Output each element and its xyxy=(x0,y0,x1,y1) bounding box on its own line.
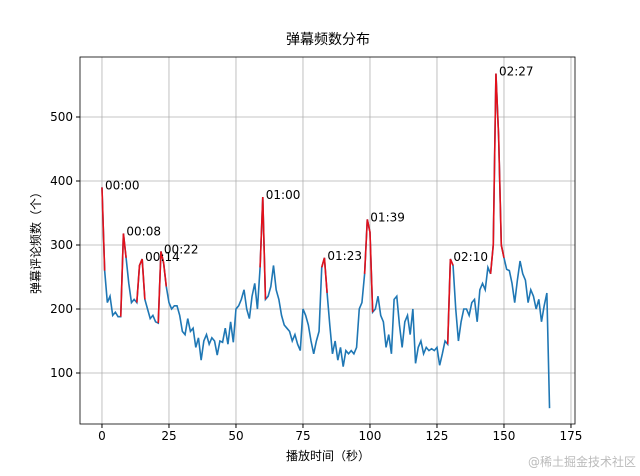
x-axis-label: 播放时间（秒） xyxy=(286,448,370,463)
x-tick-label: 150 xyxy=(493,429,516,443)
annotation: 00:22 xyxy=(164,242,199,256)
y-tick-label: 300 xyxy=(50,238,73,252)
x-tick-label: 50 xyxy=(228,429,243,443)
annotation: 02:27 xyxy=(499,64,534,78)
plot-frame xyxy=(79,56,576,425)
x-tick-label: 0 xyxy=(98,429,106,443)
x-tick-label: 25 xyxy=(161,429,176,443)
x-tick-label: 100 xyxy=(359,429,382,443)
chart-title: 弹幕频数分布 xyxy=(286,32,370,48)
y-tick-label: 400 xyxy=(50,174,73,188)
annotation: 00:08 xyxy=(126,224,161,238)
annotation: 01:23 xyxy=(327,249,362,263)
y-axis-label: 弹幕评论频数（个） xyxy=(28,186,43,294)
annotation: 00:14 xyxy=(145,250,180,264)
y-tick-label: 100 xyxy=(50,366,73,380)
annotation: 02:10 xyxy=(453,250,488,264)
series-line xyxy=(101,73,505,345)
annotation: 01:00 xyxy=(266,188,301,202)
x-tick-label: 125 xyxy=(426,429,449,443)
annotation: 01:39 xyxy=(370,210,405,224)
x-tick-label: 175 xyxy=(560,429,583,443)
y-tick-label: 500 xyxy=(50,110,73,124)
annotation: 00:00 xyxy=(105,178,140,192)
y-tick-label: 200 xyxy=(50,302,73,316)
x-tick-label: 75 xyxy=(295,429,310,443)
watermark: @稀土掘金技术社区 xyxy=(528,454,636,469)
